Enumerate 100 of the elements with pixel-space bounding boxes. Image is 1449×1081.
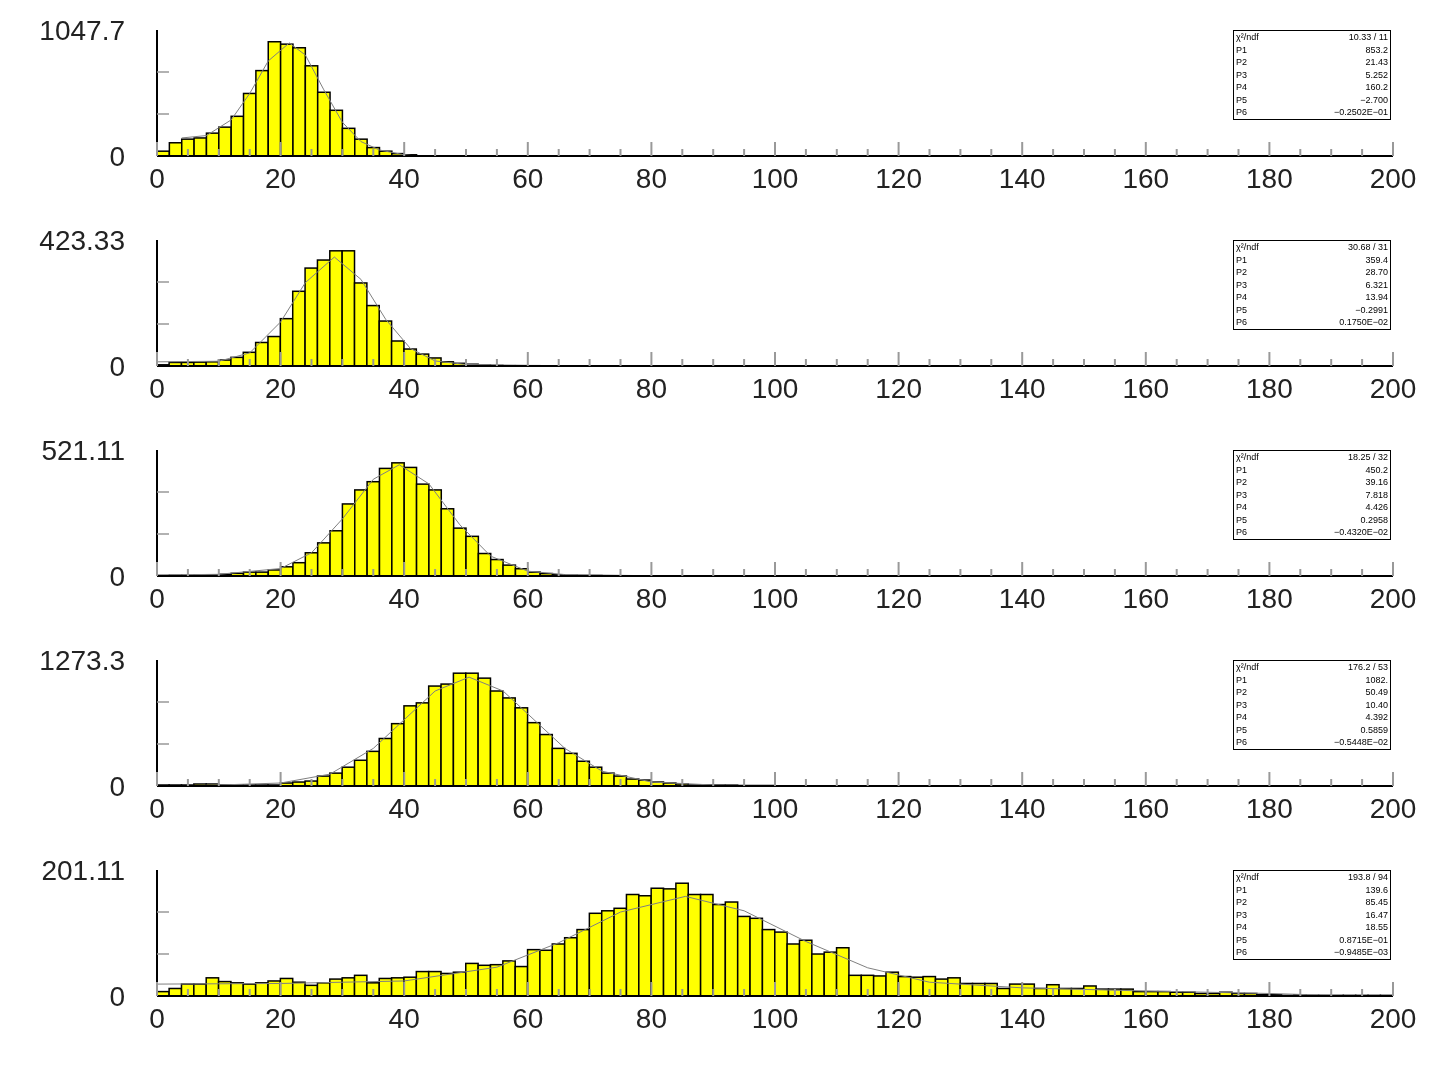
x-tick-label: 200	[1369, 1003, 1417, 1034]
text: P2 85.45	[1236, 897, 1388, 907]
y-tick-label: 0	[109, 771, 125, 802]
x-tick-label: 80	[635, 793, 667, 824]
x-tick-label: 40	[388, 1003, 420, 1034]
x-tick-label: 60	[512, 163, 544, 194]
text: P6 −0.5448E−02	[1236, 737, 1388, 747]
x-tick-label: 160	[1122, 373, 1170, 404]
x-tick-label: 60	[512, 1003, 544, 1034]
y-tick-label: 0	[109, 141, 125, 172]
x-tick-label: 80	[635, 1003, 667, 1034]
x-tick-label: 140	[998, 163, 1046, 194]
text: P6 0.1750E−02	[1236, 317, 1388, 327]
x-tick-label: 20	[265, 793, 297, 824]
x-tick-label: 160	[1122, 583, 1170, 614]
x-tick-label: 180	[1246, 1003, 1293, 1034]
x-tick-label: 20	[265, 163, 297, 194]
x-tick-label: 80	[635, 583, 667, 614]
x-tick-label: 0	[149, 1003, 165, 1034]
text: P3 7.818	[1236, 489, 1388, 500]
x-tick-label: 180	[1246, 793, 1293, 824]
x-tick-label: 100	[751, 583, 799, 614]
x-tick-label: 0	[149, 163, 165, 194]
text: P5 0.8715E−01	[1236, 934, 1388, 945]
text: P4 4.426	[1236, 502, 1388, 512]
text: P6 −0.4320E−02	[1236, 527, 1388, 537]
text: P4 18.55	[1236, 922, 1388, 932]
text: P2 39.16	[1236, 477, 1388, 487]
x-tick-label: 120	[875, 583, 922, 614]
x-tick-label: 120	[875, 373, 922, 404]
x-tick-label: 140	[998, 793, 1046, 824]
y-tick-label: 1047.7	[39, 15, 125, 46]
text: χ²/ndf 10.33 / 11	[1236, 32, 1388, 42]
x-tick-label: 120	[875, 1003, 922, 1034]
x-tick-label: 140	[998, 583, 1046, 614]
x-tick-label: 20	[265, 583, 297, 614]
text: P4 4.392	[1236, 712, 1388, 722]
text: χ²/ndf 193.8 / 94	[1236, 872, 1388, 882]
y-tick-label: 1273.3	[39, 645, 125, 676]
y-tick-label: 423.33	[39, 225, 125, 256]
text: P2 28.70	[1236, 267, 1388, 277]
x-tick-label: 20	[265, 1003, 297, 1034]
text: P5 0.5859	[1236, 724, 1388, 735]
x-tick-label: 40	[388, 163, 420, 194]
y-tick-label: 0	[109, 351, 125, 382]
x-tick-label: 60	[512, 793, 544, 824]
x-tick-label: 120	[875, 793, 922, 824]
x-tick-label: 40	[388, 583, 420, 614]
y-tick-label: 201.11	[41, 855, 125, 886]
x-tick-label: 40	[388, 373, 420, 404]
text: χ²/ndf 30.68 / 31	[1236, 242, 1388, 252]
text: P1 139.6	[1236, 884, 1388, 895]
x-tick-label: 180	[1246, 373, 1293, 404]
text: P3 6.321	[1236, 279, 1388, 290]
y-tick-label: 521.11	[41, 435, 125, 466]
text: P1 450.2	[1236, 464, 1388, 475]
x-tick-label: 100	[751, 1003, 799, 1034]
x-tick-label: 0	[149, 793, 165, 824]
text: P6 −0.9485E−03	[1236, 947, 1388, 957]
text: P3 10.40	[1236, 699, 1388, 710]
text: P1 853.2	[1236, 44, 1388, 55]
x-tick-label: 200	[1369, 373, 1417, 404]
x-tick-label: 60	[512, 373, 544, 404]
text: P4 160.2	[1236, 82, 1388, 92]
text: P6 −0.2502E−01	[1236, 107, 1388, 117]
x-tick-label: 140	[998, 373, 1046, 404]
x-tick-label: 80	[635, 163, 667, 194]
text: P3 5.252	[1236, 69, 1388, 80]
text: χ²/ndf 176.2 / 53	[1236, 662, 1388, 672]
text: P2 21.43	[1236, 57, 1388, 67]
x-tick-label: 100	[751, 373, 799, 404]
x-tick-label: 40	[388, 793, 420, 824]
text: P5 0.2958	[1236, 514, 1388, 525]
x-tick-label: 180	[1246, 583, 1293, 614]
x-tick-label: 60	[512, 583, 544, 614]
text: P1 359.4	[1236, 254, 1388, 265]
text: P2 50.49	[1236, 687, 1388, 697]
x-tick-label: 80	[635, 373, 667, 404]
y-tick-label: 0	[109, 981, 125, 1012]
x-tick-label: 120	[875, 163, 922, 194]
text: P5 −0.2991	[1236, 304, 1388, 315]
x-tick-label: 180	[1246, 163, 1293, 194]
text: P5 −2.700	[1236, 94, 1388, 105]
x-tick-label: 160	[1122, 1003, 1170, 1034]
x-tick-label: 0	[149, 373, 165, 404]
x-tick-label: 20	[265, 373, 297, 404]
x-tick-label: 200	[1369, 163, 1417, 194]
x-tick-label: 200	[1369, 793, 1417, 824]
x-tick-label: 100	[751, 793, 799, 824]
x-tick-label: 100	[751, 163, 799, 194]
text: P1 1082.	[1236, 674, 1388, 685]
x-tick-label: 200	[1369, 583, 1417, 614]
x-tick-label: 160	[1122, 163, 1170, 194]
x-tick-label: 160	[1122, 793, 1170, 824]
text: P4 13.94	[1236, 292, 1388, 302]
x-tick-label: 0	[149, 583, 165, 614]
text: χ²/ndf 18.25 / 32	[1236, 452, 1388, 462]
y-tick-label: 0	[109, 561, 125, 592]
x-tick-label: 140	[998, 1003, 1046, 1034]
text: P3 16.47	[1236, 909, 1388, 920]
